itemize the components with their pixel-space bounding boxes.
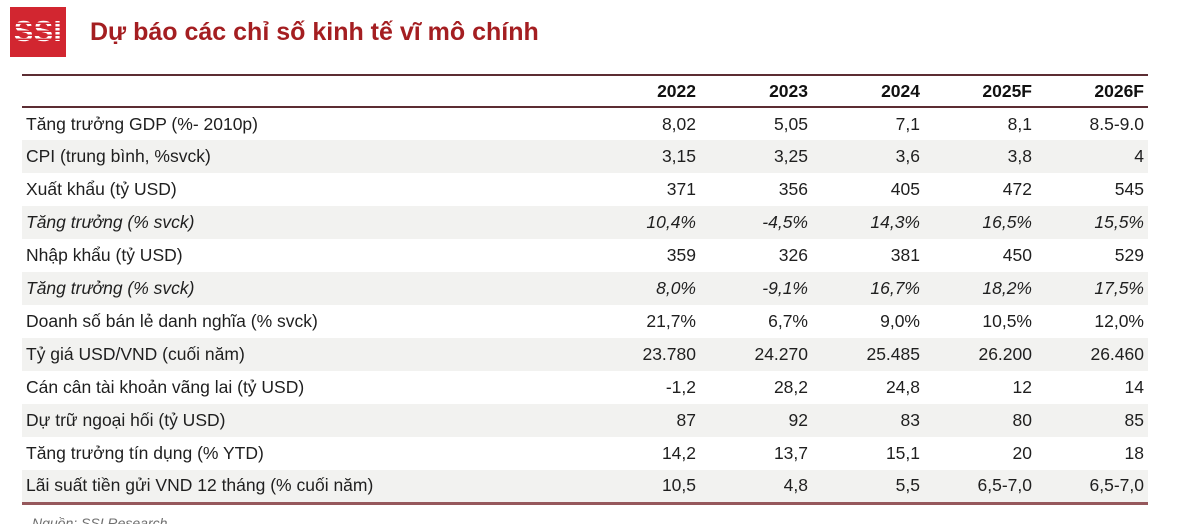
table-row: Tăng trưởng tín dụng (% YTD) 14,2 13,7 15,1… (22, 437, 1148, 470)
cell-value: 5,05 (773, 113, 808, 134)
cell-value: 80 (1012, 410, 1032, 430)
cell-value: 18,2% (982, 278, 1032, 298)
column-header-year: 2023 (769, 80, 808, 101)
row-label: Cán cân tài khoản vãng lai (tỷ USD) (26, 377, 305, 397)
cell-value: 25.485 (866, 344, 920, 364)
cell-value: -9,1% (762, 278, 808, 298)
cell-value: 83 (900, 410, 920, 430)
cell-value: 15,5% (1094, 212, 1144, 232)
row-label: Tăng trưởng tín dụng (% YTD) (26, 443, 264, 463)
table-row: Tỷ giá USD/VND (cuối năm) 23.780 24.270 25.… (22, 338, 1148, 371)
data-table: 2022 2023 2024 2025F 2026F Tăng trưởng GDP (… (22, 74, 1148, 505)
table-row: Dự trữ ngoại hối (tỷ USD) 87 92 83 80 85 (22, 404, 1148, 437)
cell-value: 3,8 (1007, 146, 1032, 166)
cell-value: 371 (666, 179, 696, 199)
row-label: Tỷ giá USD/VND (cuối năm) (26, 344, 245, 364)
row-label: Tăng trưởng (% svck) (26, 278, 195, 298)
cell-value: 21,7% (646, 311, 696, 331)
cell-value: 3,25 (773, 146, 808, 166)
cell-value: 326 (778, 245, 808, 265)
table-row: Tăng trưởng (% svck) 8,0% -9,1% 16,7% 18,2% 1… (22, 272, 1148, 305)
row-label: Nhập khẩu (tỷ USD) (26, 245, 183, 265)
row-label: Lãi suất tiền gửi VND 12 tháng (% cuối n… (26, 475, 374, 496)
table-row: Tăng trưởng (% svck) 10,4% -4,5% 14,3% 16,5%… (22, 206, 1148, 239)
cell-value: 28,2 (773, 377, 808, 397)
cell-value: 8,1 (1007, 113, 1032, 134)
row-label: CPI (trung bình, %svck) (26, 146, 211, 166)
report-header: SSI Dự báo các chỉ số kinh tế vĩ mô chín… (0, 0, 1180, 62)
cell-value: 15,1 (885, 443, 920, 463)
cell-value: 16,5% (982, 212, 1032, 232)
table-row: CPI (trung bình, %svck) 3,15 3,25 3,6 3,8 4 (22, 140, 1148, 173)
cell-value: 529 (1114, 245, 1144, 265)
cell-value: 8,02 (661, 113, 696, 134)
cell-value: 359 (666, 245, 696, 265)
cell-value: 85 (1124, 410, 1144, 430)
cell-value: 16,7% (870, 278, 920, 298)
cell-value: 3,6 (895, 146, 920, 166)
table-row: Lãi suất tiền gửi VND 12 tháng (% cuối n… (22, 470, 1148, 503)
cell-value: 405 (890, 179, 920, 199)
table-row: Doanh số bán lẻ danh nghĩa (% svck) 21,7%… (22, 305, 1148, 338)
ssi-logo-text: SSI (13, 15, 63, 48)
cell-value: 23.780 (642, 344, 696, 364)
column-header-year: 2022 (657, 80, 696, 101)
column-header-indicator (22, 75, 588, 107)
cell-value: 356 (778, 179, 808, 199)
cell-value: 26.460 (1090, 344, 1144, 364)
cell-value: 5,5 (895, 475, 920, 496)
cell-value: 14 (1124, 377, 1144, 397)
cell-value: 4,8 (783, 475, 808, 496)
cell-value: 14,3% (870, 212, 920, 232)
cell-value: 6,5-7,0 (1089, 475, 1144, 496)
cell-value: 10,5% (982, 311, 1032, 331)
cell-value: 24,8 (885, 377, 920, 397)
page-title: Dự báo các chỉ số kinh tế vĩ mô chính (90, 18, 539, 46)
cell-value: 24.270 (754, 344, 808, 364)
row-label: Doanh số bán lẻ danh nghĩa (% svck) (26, 311, 318, 331)
cell-value: 12 (1012, 377, 1032, 397)
cell-value: 10,4% (646, 212, 696, 232)
row-label: Tăng trưởng GDP (%- 2010p) (26, 113, 258, 134)
cell-value: 10,5 (661, 475, 696, 496)
cell-value: 9,0% (880, 311, 920, 331)
column-header-year: 2024 (881, 80, 920, 101)
cell-value: 87 (676, 410, 696, 430)
table-row: Cán cân tài khoản vãng lai (tỷ USD) -1,2 2… (22, 371, 1148, 404)
source-note: Nguồn: SSI Research (32, 515, 168, 524)
ssi-logo: SSI (10, 7, 66, 57)
cell-value: 7,1 (895, 113, 920, 134)
table-row: Xuất khẩu (tỷ USD) 371 356 405 472 545 (22, 173, 1148, 206)
cell-value: 17,5% (1094, 278, 1144, 298)
cell-value: 6,5-7,0 (977, 475, 1032, 496)
table-row: Nhập khẩu (tỷ USD) 359 326 381 450 529 (22, 239, 1148, 272)
cell-value: 545 (1114, 179, 1144, 199)
cell-value: 4 (1134, 146, 1144, 166)
cell-value: 3,15 (661, 146, 696, 166)
row-label: Dự trữ ngoại hối (tỷ USD) (26, 410, 226, 430)
cell-value: 8,0% (656, 278, 696, 298)
cell-value: 20 (1012, 443, 1032, 463)
cell-value: 18 (1124, 443, 1144, 463)
cell-value: 6,7% (768, 311, 808, 331)
cell-value: 14,2 (661, 443, 696, 463)
macro-forecast-table: 2022 2023 2024 2025F 2026F Tăng trưởng GDP (… (22, 74, 1148, 505)
table-body: Tăng trưởng GDP (%- 2010p) 8,02 5,05 7,1 8,1… (22, 107, 1148, 503)
cell-value: 8.5-9.0 (1089, 113, 1144, 134)
column-header-year: 2025F (982, 80, 1032, 101)
cell-value: 92 (788, 410, 808, 430)
cell-value: 450 (1002, 245, 1032, 265)
cell-value: 381 (890, 245, 920, 265)
column-header-year: 2026F (1094, 80, 1144, 101)
cell-value: 26.200 (978, 344, 1032, 364)
cell-value: -4,5% (762, 212, 808, 232)
table-header-row: 2022 2023 2024 2025F 2026F (22, 75, 1148, 107)
row-label: Tăng trưởng (% svck) (26, 212, 195, 232)
cell-value: 13,7 (773, 443, 808, 463)
cell-value: -1,2 (665, 377, 696, 397)
cell-value: 472 (1002, 179, 1032, 199)
cell-value: 12,0% (1094, 311, 1144, 331)
table-row: Tăng trưởng GDP (%- 2010p) 8,02 5,05 7,1 8,1… (22, 107, 1148, 140)
row-label: Xuất khẩu (tỷ USD) (26, 179, 177, 199)
